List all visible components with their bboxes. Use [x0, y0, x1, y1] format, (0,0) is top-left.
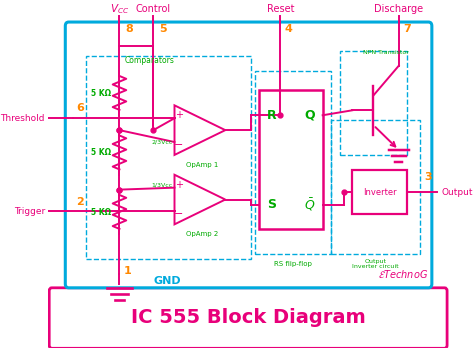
Text: RS flip-flop: RS flip-flop [274, 261, 312, 267]
FancyBboxPatch shape [65, 22, 432, 288]
Text: 5 KΩ: 5 KΩ [91, 89, 111, 98]
Bar [339, 51, 407, 155]
Text: 1: 1 [124, 266, 132, 276]
Text: −: − [174, 140, 183, 150]
Text: GND: GND [153, 276, 181, 286]
Text: 8: 8 [126, 24, 134, 34]
Text: $\mathcal{E}$TechnoG: $\mathcal{E}$TechnoG [378, 268, 428, 280]
Text: Discharge: Discharge [374, 4, 423, 14]
Text: S: S [267, 198, 276, 211]
Text: Comparators: Comparators [124, 56, 174, 65]
Text: 7: 7 [403, 24, 411, 34]
Bar [255, 70, 331, 254]
Text: +: + [175, 110, 183, 120]
Text: 2: 2 [76, 196, 83, 207]
Text: OpAmp 2: OpAmp 2 [186, 231, 219, 237]
Text: Output: Output [441, 188, 473, 196]
Bar [86, 56, 251, 259]
Text: Q: Q [305, 109, 315, 122]
Text: R: R [267, 109, 277, 122]
Text: $\bar{Q}$: $\bar{Q}$ [304, 196, 316, 213]
Text: 1/3Vcc: 1/3Vcc [151, 182, 173, 187]
Text: 4: 4 [285, 24, 293, 34]
Text: 5: 5 [160, 24, 167, 34]
Text: 5 KΩ: 5 KΩ [91, 148, 111, 157]
Text: −: − [174, 209, 183, 220]
FancyBboxPatch shape [49, 288, 447, 348]
Text: 6: 6 [76, 103, 83, 113]
Bar [259, 90, 323, 229]
Text: NPN Transistor: NPN Transistor [363, 50, 409, 55]
Text: Control: Control [136, 4, 171, 14]
Text: 5 KΩ: 5 KΩ [91, 208, 111, 217]
Text: Output
Inverter circuit: Output Inverter circuit [352, 259, 399, 269]
Text: Trigger: Trigger [14, 207, 45, 216]
Text: OpAmp 1: OpAmp 1 [186, 162, 219, 168]
Text: 2/3Vcc: 2/3Vcc [151, 140, 173, 144]
Bar [352, 170, 407, 214]
Text: +: + [175, 180, 183, 190]
Text: 3: 3 [425, 172, 432, 182]
Text: $V_{CC}$: $V_{CC}$ [110, 2, 129, 16]
Text: Threshold: Threshold [0, 114, 45, 123]
Bar [331, 120, 420, 254]
Text: Inverter: Inverter [363, 188, 397, 196]
Text: IC 555 Block Diagram: IC 555 Block Diagram [131, 308, 365, 327]
Text: Reset: Reset [266, 4, 294, 14]
